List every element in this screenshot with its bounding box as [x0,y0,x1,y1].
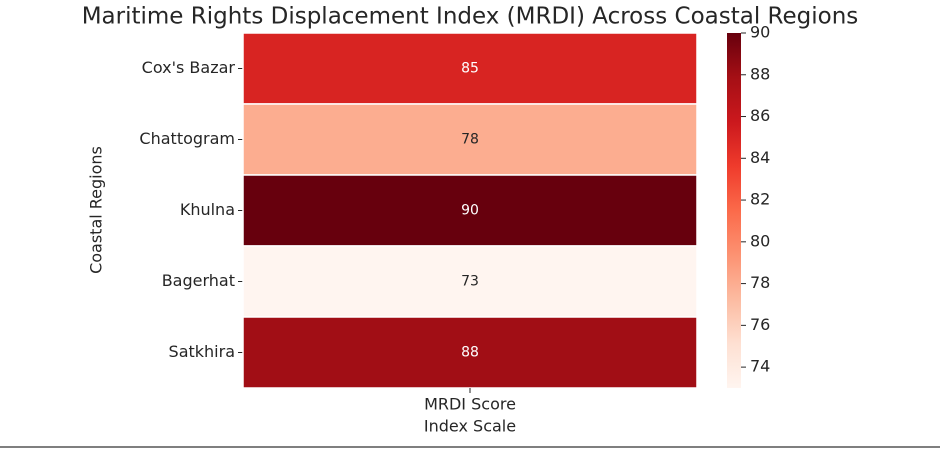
colorbar-tick-label: 88 [750,64,770,83]
heatmap-cell [242,174,698,247]
colorbar-tick-label: 82 [750,190,770,209]
cell-label: 73 [461,274,479,290]
cell-label: 85 [461,61,479,77]
colorbar-tick-label: 76 [750,315,770,334]
y-tick-label: Bagerhat [162,271,235,290]
heatmap-cell [242,103,698,176]
chart-title: Maritime Rights Displacement Index (MRDI… [82,4,859,30]
x-tick-label: MRDI Score [424,395,516,414]
y-tick-label: Chattogram [139,129,235,148]
colorbar-tick-label: 74 [750,357,770,376]
heatmap-cell [242,316,698,389]
heatmap-cell [242,245,698,318]
colorbar-tick-label: 86 [750,106,770,125]
y-tick-label: Satkhira [169,342,235,361]
colorbar-tick-label: 84 [750,148,770,167]
y-tick-label: Cox's Bazar [142,58,236,77]
colorbar-tick-label: 80 [750,231,770,250]
colorbar-tick-label: 90 [750,23,770,42]
cell-label: 90 [461,203,479,219]
heatmap-cell [242,32,698,105]
y-axis-label: Coastal Regions [87,146,106,274]
y-tick-label: Khulna [180,200,235,219]
x-axis-label: Index Scale [424,417,516,436]
cell-label: 88 [461,345,479,361]
colorbar-tick-label: 78 [750,273,770,292]
colorbar [727,33,741,388]
cell-label: 78 [461,132,479,148]
